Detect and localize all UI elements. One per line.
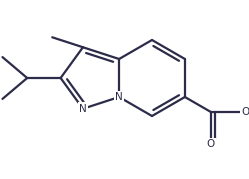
- Text: O: O: [206, 139, 215, 149]
- Text: OH: OH: [242, 107, 249, 117]
- Text: N: N: [115, 92, 123, 102]
- Text: N: N: [79, 104, 87, 114]
